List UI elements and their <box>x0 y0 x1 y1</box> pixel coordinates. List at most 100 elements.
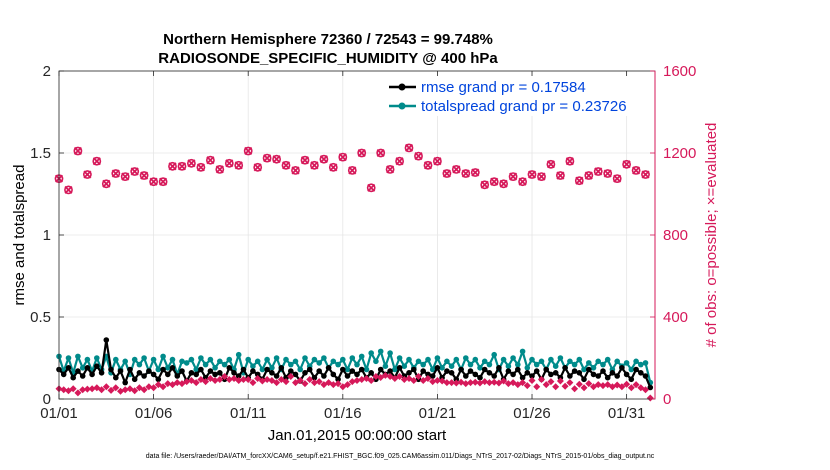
spread-point <box>330 358 337 365</box>
obs-possible-point <box>205 155 215 165</box>
spread-point <box>420 361 427 368</box>
rmse-point <box>103 337 110 343</box>
obs-possible-point <box>366 183 376 193</box>
rmse-point <box>94 363 100 370</box>
obs-evaluated-cross <box>263 154 272 163</box>
rmse-point <box>515 366 521 373</box>
obs-possible-point <box>518 177 527 187</box>
obs-evaluated-cross <box>461 169 470 178</box>
spread-point <box>131 356 138 363</box>
obs-evaluated-cross <box>367 183 376 192</box>
rmse-point <box>240 366 247 373</box>
rmse-point <box>98 370 105 376</box>
obs-evaluated-point <box>329 381 337 389</box>
obs-evaluated-point <box>211 377 219 385</box>
obs-possible-point <box>480 180 490 190</box>
obs-evaluated-point <box>433 377 441 385</box>
rmse-point <box>273 373 280 379</box>
rmse-point <box>496 365 502 371</box>
spread-point <box>207 356 214 363</box>
spread-point <box>453 356 460 363</box>
obs-possible-point <box>641 170 650 179</box>
spread-point <box>358 353 365 360</box>
obs-evaluated-point <box>646 394 654 402</box>
legend: rmse grand pr = 0.17584 totalspread gran… <box>384 76 650 116</box>
obs-possible-point <box>234 160 244 170</box>
spread-point <box>600 361 606 368</box>
spread-point <box>524 365 531 371</box>
legend-spread-marker <box>398 102 406 110</box>
spread-point <box>477 365 483 371</box>
rmse-point <box>633 366 639 373</box>
x-axis-label: Jan.01,2015 00:00:00 start <box>268 427 447 444</box>
obs-evaluated-point <box>594 381 602 389</box>
spread-point <box>595 358 601 365</box>
obs-possible-point <box>272 154 281 164</box>
rmse-point <box>581 376 587 383</box>
y-tick-label: 0 <box>43 391 51 408</box>
spread-point <box>623 360 630 366</box>
obs-evaluated-point <box>239 376 247 384</box>
spread-series <box>56 348 654 386</box>
rmse-point <box>160 366 166 373</box>
rmse-series <box>56 337 654 391</box>
rmse-point <box>628 376 635 383</box>
spread-point <box>269 365 275 371</box>
x-ticks: 01/01 01/06 01/11 01/16 01/21 01/26 01/31 <box>40 71 645 422</box>
obs-possible-point <box>319 154 329 164</box>
obs-possible-point <box>631 165 641 175</box>
spread-point <box>434 355 441 361</box>
obs-evaluated-point <box>561 382 569 390</box>
obs-possible-point <box>556 171 565 180</box>
obs-possible-point <box>300 155 310 165</box>
obs-evaluated-cross <box>442 169 451 178</box>
rmse-point <box>586 366 592 373</box>
rmse-point <box>463 373 469 379</box>
obs-evaluated-point <box>424 375 432 382</box>
obs-evaluated-point <box>344 381 352 389</box>
obs-evaluated-point <box>504 380 512 388</box>
obs-evaluated-point <box>263 376 271 384</box>
x-tick-label: 01/01 <box>40 405 78 422</box>
obs-evaluated-cross <box>509 172 518 181</box>
spread-point <box>638 361 644 368</box>
obs-possible-point <box>414 151 423 161</box>
obs-possible-point <box>196 162 206 172</box>
spread-point <box>136 361 143 368</box>
rmse-point <box>108 366 114 373</box>
obs-evaluated-cross <box>64 185 73 194</box>
rmse-point <box>278 365 285 371</box>
rmse-point <box>283 374 289 381</box>
rmse-point <box>642 373 649 379</box>
chart-subtitle: RADIOSONDE_SPECIFIC_HUMIDITY @ 400 hPa <box>158 50 498 67</box>
rmse-point <box>567 373 573 379</box>
rmse-point <box>212 371 218 378</box>
rmse-point <box>165 371 171 378</box>
rmse-point <box>623 371 630 378</box>
rmse-point <box>316 368 323 374</box>
spread-point <box>576 356 583 363</box>
spread-point <box>288 361 294 368</box>
obs-evaluated-point <box>88 385 96 393</box>
rmse-point <box>235 373 242 379</box>
spread-point <box>500 356 507 363</box>
spread-point <box>429 366 436 373</box>
obs-evaluated-point <box>273 379 281 387</box>
obs-evaluated-cross <box>300 156 310 165</box>
obs-evaluated-point <box>481 378 489 386</box>
spread-point <box>212 365 218 371</box>
obs-evaluated-point <box>448 379 456 387</box>
rmse-point <box>292 371 299 378</box>
obs-evaluated-point <box>585 380 593 388</box>
spread-point <box>297 366 304 373</box>
rmse-point <box>155 376 162 383</box>
spread-point <box>548 356 554 363</box>
x-tick-label: 01/26 <box>513 405 551 422</box>
obs-evaluated-point <box>183 378 191 386</box>
obs-evaluated-point <box>244 376 252 384</box>
obs-possible-point <box>177 161 187 171</box>
rmse-point <box>396 365 403 371</box>
rmse-point <box>458 366 464 373</box>
rmse-point <box>321 373 327 379</box>
spread-point <box>633 358 639 365</box>
